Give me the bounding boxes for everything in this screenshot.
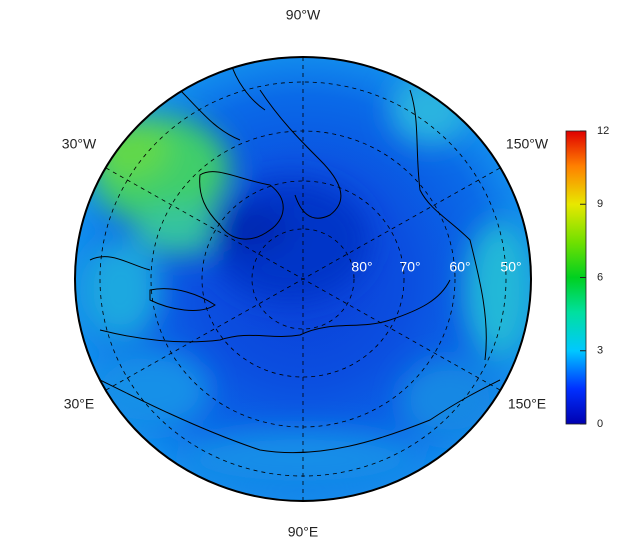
latitude-label: 70° — [399, 259, 420, 275]
coastlines — [79, 59, 501, 454]
latitude-label: 50° — [500, 259, 521, 275]
longitude-label: 90°E — [288, 524, 319, 540]
map-border — [74, 56, 532, 502]
latitude-label: 80° — [351, 259, 372, 275]
colorbar-tick-label: 6 — [597, 271, 603, 283]
longitude-label: 30°E — [64, 396, 95, 412]
longitude-label: 90°W — [286, 7, 321, 23]
colorbar-tick-label: 3 — [597, 345, 603, 357]
colorbar-tick-label: 0 — [597, 418, 603, 430]
longitude-label: 30°W — [62, 136, 97, 152]
colorbar-ticks: 0 3 6 9 12 — [580, 125, 609, 430]
longitude-label: 150°E — [508, 396, 546, 412]
longitude-label: 150°W — [506, 136, 549, 152]
graticule — [99, 57, 507, 501]
colorbar-tick-label: 9 — [597, 198, 603, 210]
colorbar-tick-label: 12 — [597, 125, 609, 137]
field — [75, 57, 531, 501]
latitude-label: 60° — [449, 259, 470, 275]
